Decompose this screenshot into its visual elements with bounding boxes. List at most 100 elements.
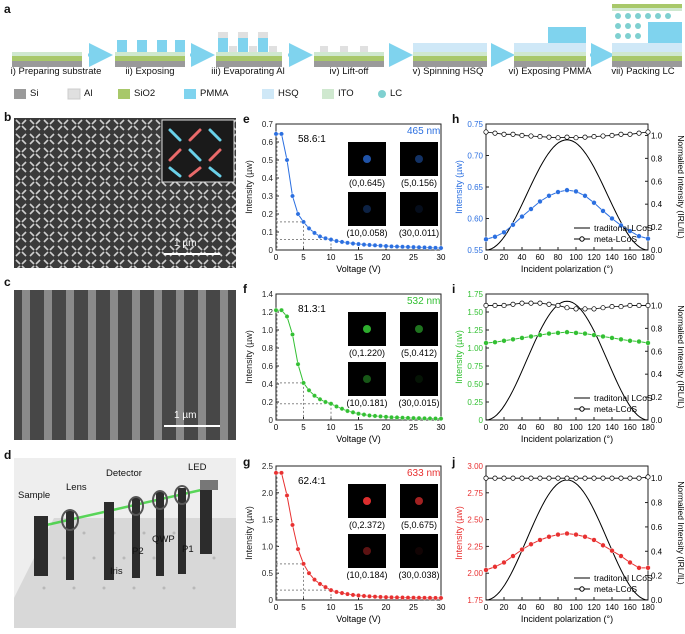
data-point: [438, 416, 444, 422]
y2-tick-label: 0.6: [651, 523, 663, 532]
data-point: [290, 193, 295, 199]
y2-tick-label: 0.0: [651, 416, 663, 425]
intensity-point: [564, 329, 570, 335]
x-tick-label: 30: [437, 423, 446, 432]
y2-axis-label: Normalied Intensity (IRL/IL): [676, 305, 685, 409]
data-point: [389, 594, 394, 600]
data-point: [356, 593, 361, 598]
x-tick-label: 15: [354, 603, 363, 612]
data-point: [273, 470, 279, 476]
axes-frame: [485, 293, 649, 421]
y2-tick-label: 1.0: [651, 131, 663, 140]
data-point: [427, 416, 433, 421]
data-point: [284, 157, 290, 163]
x-tick-label: 100: [569, 423, 583, 432]
y-tick-label: 1.25: [467, 326, 483, 335]
data-point: [433, 416, 438, 421]
data-point: [378, 413, 383, 419]
meta-lcos-point: [636, 302, 642, 309]
plot-area: 0 5 10 15 20 25 30 0 0.5 1.0 1.5 2.0 2.5 Voltage (V) I…: [244, 462, 446, 624]
data-point: [427, 245, 433, 251]
x-tick-label: 20: [382, 603, 391, 612]
data-point: [317, 396, 323, 402]
intensity-point: [564, 530, 570, 537]
x-tick-label: 160: [623, 603, 637, 612]
data-point: [378, 243, 383, 249]
meta-lcos-point: [636, 130, 642, 136]
sem-stripes-c: [22, 290, 228, 440]
x-tick-label: 40: [518, 603, 527, 612]
spot-label: (30,0.038): [398, 570, 439, 580]
meta-lcos-point: [483, 302, 489, 309]
y-tick-label: 0.70: [467, 152, 483, 161]
intensity-line: [485, 533, 648, 571]
data-point: [279, 131, 284, 137]
meta-lcos-point: [555, 475, 561, 481]
data-point: [356, 411, 361, 417]
data-point: [301, 380, 306, 386]
intensity-point: [546, 534, 552, 540]
x-tick-label: 15: [354, 253, 363, 262]
legend-label-traditional: traditonal LCoS: [594, 223, 653, 233]
spot-label: (10,0.058): [346, 228, 387, 238]
plot-area: 0 20 40 60 80 100 120 140 160 180 0.55 0.60 0.65 0.70…: [454, 120, 685, 274]
y-tick-label: 0.60: [467, 215, 483, 224]
intensity-point: [492, 564, 498, 570]
intensity-point: [618, 553, 624, 559]
panel-label-b: b: [4, 110, 12, 124]
data-point: [372, 594, 378, 600]
x-axis-label: Voltage (V): [336, 614, 381, 624]
y2-tick-label: 0.6: [651, 347, 663, 356]
y-axis-label: Intensity (µw): [454, 330, 464, 384]
data-point: [405, 595, 411, 601]
intensity-point: [582, 534, 588, 540]
data-point: [367, 413, 372, 418]
data-point: [400, 244, 405, 250]
legend-marker-meta: [579, 406, 585, 412]
x-tick-label: 0: [484, 253, 489, 262]
intensity-point: [600, 542, 606, 548]
data-point: [411, 244, 416, 250]
y-tick-label: 0.50: [467, 380, 483, 389]
x-tick-label: 20: [382, 423, 391, 432]
spot-image: [348, 534, 386, 568]
spot-label: (5,0.156): [401, 178, 437, 188]
data-point: [411, 415, 416, 421]
sem-image-b: 1 µm: [14, 118, 236, 268]
meta-lcos-point: [591, 475, 597, 481]
data-point: [317, 581, 323, 587]
legend-label-pmma: PMMA: [200, 88, 229, 99]
meta-lcos-point: [546, 301, 552, 307]
optical-setup-drawing: [14, 480, 236, 628]
x-tick-label: 5: [301, 423, 306, 432]
x-tick-label: 20: [382, 253, 391, 262]
data-point: [389, 243, 394, 249]
chart-h-polarization-465nm: 0 20 40 60 80 100 120 140 160 180 0.55 0.60 0.65 0.70…: [454, 120, 685, 274]
y2-tick-label: 1.0: [651, 474, 663, 483]
meta-lcos-point: [627, 131, 633, 137]
x-tick-label: 160: [623, 423, 637, 432]
spot-dot: [363, 205, 371, 213]
panel-label-e: e: [243, 112, 250, 126]
y-tick-label: 0.4: [262, 174, 274, 183]
meta-lcos-point: [555, 135, 561, 141]
meta-lcos-point: [645, 474, 651, 480]
meta-lcos-point: [528, 475, 534, 481]
step-label-vii: vii) Packing LC: [611, 66, 675, 77]
spot-label: (0,1.220): [349, 348, 385, 358]
intensity-point: [609, 335, 615, 341]
panel-label-d: d: [4, 448, 12, 462]
intensity-point: [519, 214, 525, 220]
y-tick-label: 0.3: [262, 192, 274, 201]
chart-e-voltage-465nm: 0 5 10 15 20 25 30 0 0.1 0.2 0.3 0.4 0.5 0.6 0.7 Voltag…: [244, 120, 446, 274]
meta-lcos-point: [483, 475, 489, 481]
y-tick-label: 2.50: [467, 516, 483, 525]
data-point: [361, 242, 367, 248]
data-point: [350, 592, 356, 598]
x-tick-label: 140: [605, 253, 619, 262]
data-point: [422, 415, 427, 421]
y-tick-label: 0.65: [467, 183, 483, 192]
data-point: [361, 412, 367, 418]
data-point: [328, 401, 334, 407]
y-tick-label: 2.25: [467, 542, 483, 551]
